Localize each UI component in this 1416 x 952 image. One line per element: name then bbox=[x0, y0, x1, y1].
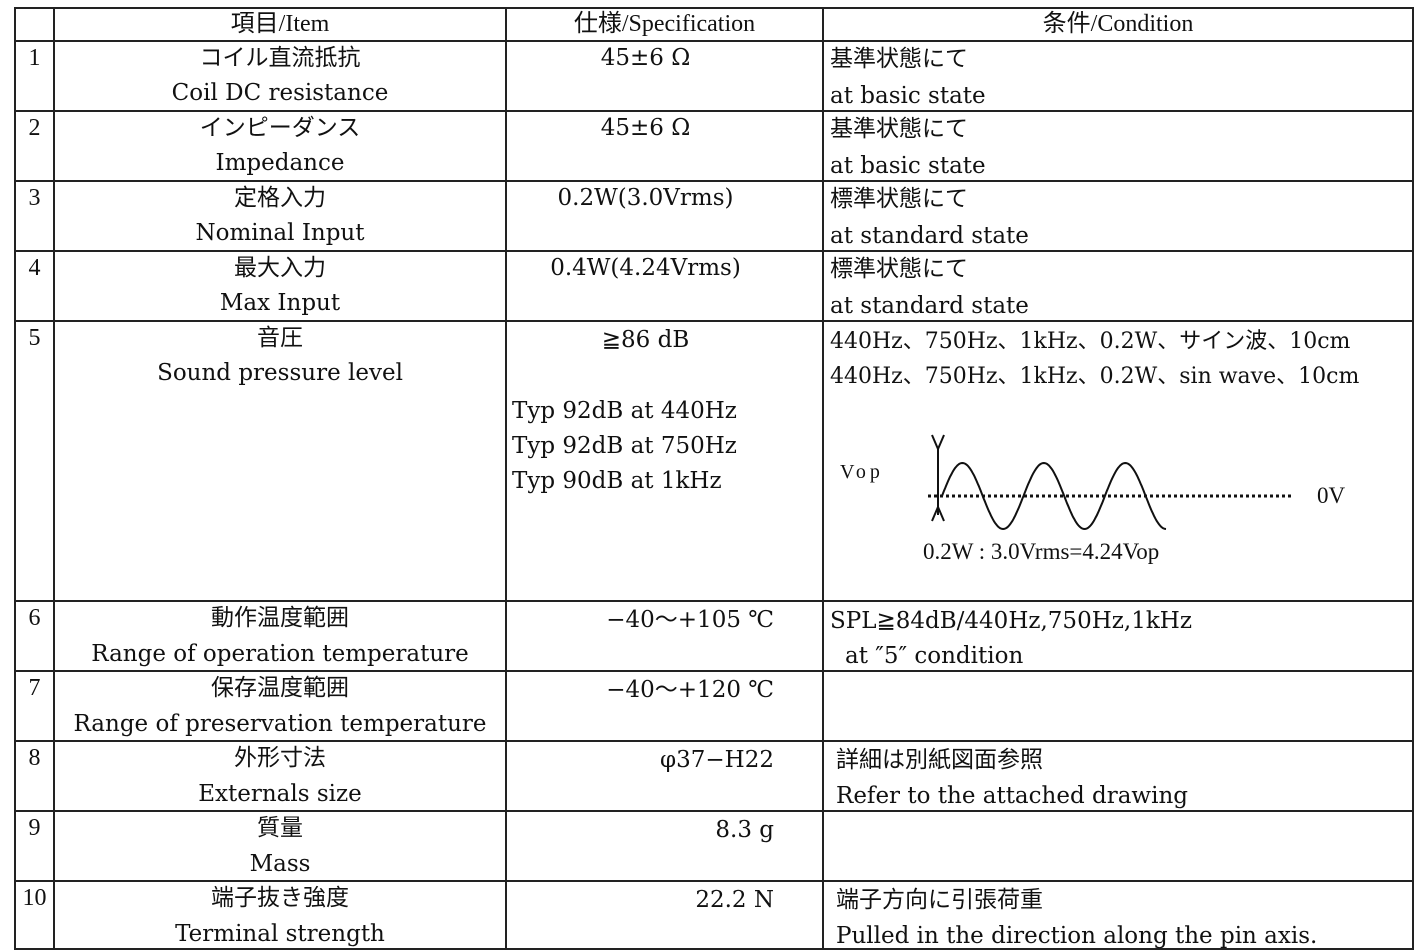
rule-row-1 bbox=[14, 110, 1414, 112]
item-name-en: Sound pressure level bbox=[157, 360, 403, 386]
item-name-en: Nominal Input bbox=[195, 220, 365, 246]
condition-en: at basic state bbox=[830, 83, 986, 109]
rule-row-4 bbox=[14, 320, 1414, 322]
condition-en: at basic state bbox=[830, 153, 986, 179]
item-name-ja: 最大入力 bbox=[234, 255, 326, 281]
item-name-ja: 定格入力 bbox=[234, 185, 326, 211]
item-name-ja: インピーダンス bbox=[199, 115, 361, 141]
sine-wave-diagram bbox=[928, 434, 1292, 531]
condition-en: at standard state bbox=[830, 293, 1029, 319]
spec-typical-1k: Typ 90dB at 1kHz bbox=[512, 468, 722, 494]
row-number: 5 bbox=[28, 325, 41, 351]
item-name-ja: 保存温度範囲 bbox=[211, 675, 349, 701]
row-number: 4 bbox=[28, 255, 41, 281]
rule-left bbox=[14, 7, 16, 950]
condition-ja: 基準状態にて bbox=[830, 46, 968, 72]
spec-value: 22.2 N bbox=[695, 887, 774, 913]
condition-en: at standard state bbox=[830, 223, 1029, 249]
row-number: 8 bbox=[28, 745, 41, 771]
spec-value: ≧86 dB bbox=[601, 327, 690, 353]
condition-ja: 標準状態にて bbox=[830, 256, 968, 282]
spec-value: 0.2W(3.0Vrms) bbox=[557, 185, 734, 211]
header-item: 項目/Item bbox=[230, 11, 330, 37]
item-name-en: Range of operation temperature bbox=[91, 641, 469, 667]
rule-row-3 bbox=[14, 250, 1414, 252]
condition-ja: 標準状態にて bbox=[830, 186, 968, 212]
spec-value: 45±6 Ω bbox=[600, 45, 691, 71]
item-name-ja: 動作温度範囲 bbox=[211, 605, 349, 631]
row-number: 7 bbox=[28, 675, 41, 701]
rule-row-9 bbox=[14, 880, 1414, 882]
spec-typical-750: Typ 92dB at 750Hz bbox=[512, 433, 737, 459]
rule-num-item bbox=[53, 7, 55, 950]
spec-value: φ37−H22 bbox=[660, 747, 774, 773]
row-number: 9 bbox=[28, 815, 41, 841]
condition-en: 440Hz、750Hz、1kHz、0.2W、sin wave、10cm bbox=[830, 364, 1360, 389]
wave-formula: 0.2W : 3.0Vrms=4.24Vop bbox=[923, 539, 1160, 564]
row-number: 6 bbox=[28, 605, 41, 631]
spec-value: −40〜+105 ℃ bbox=[606, 607, 774, 633]
item-name-en: Coil DC resistance bbox=[171, 80, 389, 106]
row-number: 10 bbox=[22, 885, 47, 911]
condition-ja: 詳細は別紙図面参照 bbox=[836, 747, 1043, 773]
zero-volt-label: 0V bbox=[1317, 483, 1346, 508]
condition-ja: SPL≧84dB/440Hz,750Hz,1kHz bbox=[830, 608, 1192, 634]
row-number: 2 bbox=[28, 115, 41, 141]
item-name-ja: 端子抜き強度 bbox=[211, 885, 349, 911]
spec-typical-440: Typ 92dB at 440Hz bbox=[512, 398, 737, 424]
rule-bottom bbox=[14, 948, 1414, 950]
spec-value: 0.4W(4.24Vrms) bbox=[550, 255, 741, 281]
item-name-en: Externals size bbox=[198, 781, 362, 807]
item-name-ja: 音圧 bbox=[257, 325, 303, 351]
condition-ja: 基準状態にて bbox=[830, 116, 968, 142]
vop-label: Vop bbox=[840, 461, 884, 483]
rule-spec-cond bbox=[822, 7, 824, 950]
rule-item-spec bbox=[505, 7, 507, 950]
rule-row-8 bbox=[14, 810, 1414, 812]
item-name-ja: コイル直流抵抗 bbox=[199, 45, 361, 71]
item-name-ja: 質量 bbox=[257, 815, 303, 841]
rule-right bbox=[1412, 7, 1414, 950]
rule-row-2 bbox=[14, 180, 1414, 182]
item-name-ja: 外形寸法 bbox=[234, 745, 326, 771]
item-name-en: Mass bbox=[249, 851, 311, 877]
item-name-en: Impedance bbox=[215, 150, 345, 176]
row-number: 3 bbox=[28, 185, 41, 211]
item-name-en: Terminal strength bbox=[175, 921, 385, 947]
condition-ja: 端子方向に引張荷重 bbox=[836, 887, 1043, 913]
item-name-en: Range of preservation temperature bbox=[73, 711, 487, 737]
condition-en: at ″5″ condition bbox=[845, 643, 1024, 669]
rule-header bbox=[14, 40, 1414, 42]
rule-top bbox=[14, 7, 1414, 9]
header-spec: 仕様/Specification bbox=[573, 11, 756, 37]
header-cond: 条件/Condition bbox=[1042, 11, 1194, 37]
rule-row-6 bbox=[14, 670, 1414, 672]
spec-value: −40〜+120 ℃ bbox=[606, 677, 774, 703]
spec-value: 8.3 g bbox=[715, 817, 774, 843]
spec-value: 45±6 Ω bbox=[600, 115, 691, 141]
condition-en: Pulled in the direction along the pin ax… bbox=[836, 923, 1318, 949]
condition-en: Refer to the attached drawing bbox=[836, 783, 1188, 809]
rule-row-5 bbox=[14, 600, 1414, 602]
row-number: 1 bbox=[28, 45, 41, 71]
item-name-en: Max Input bbox=[219, 290, 341, 316]
rule-row-7 bbox=[14, 740, 1414, 742]
condition-ja: 440Hz、750Hz、1kHz、0.2W、サイン波、10cm bbox=[830, 329, 1351, 354]
